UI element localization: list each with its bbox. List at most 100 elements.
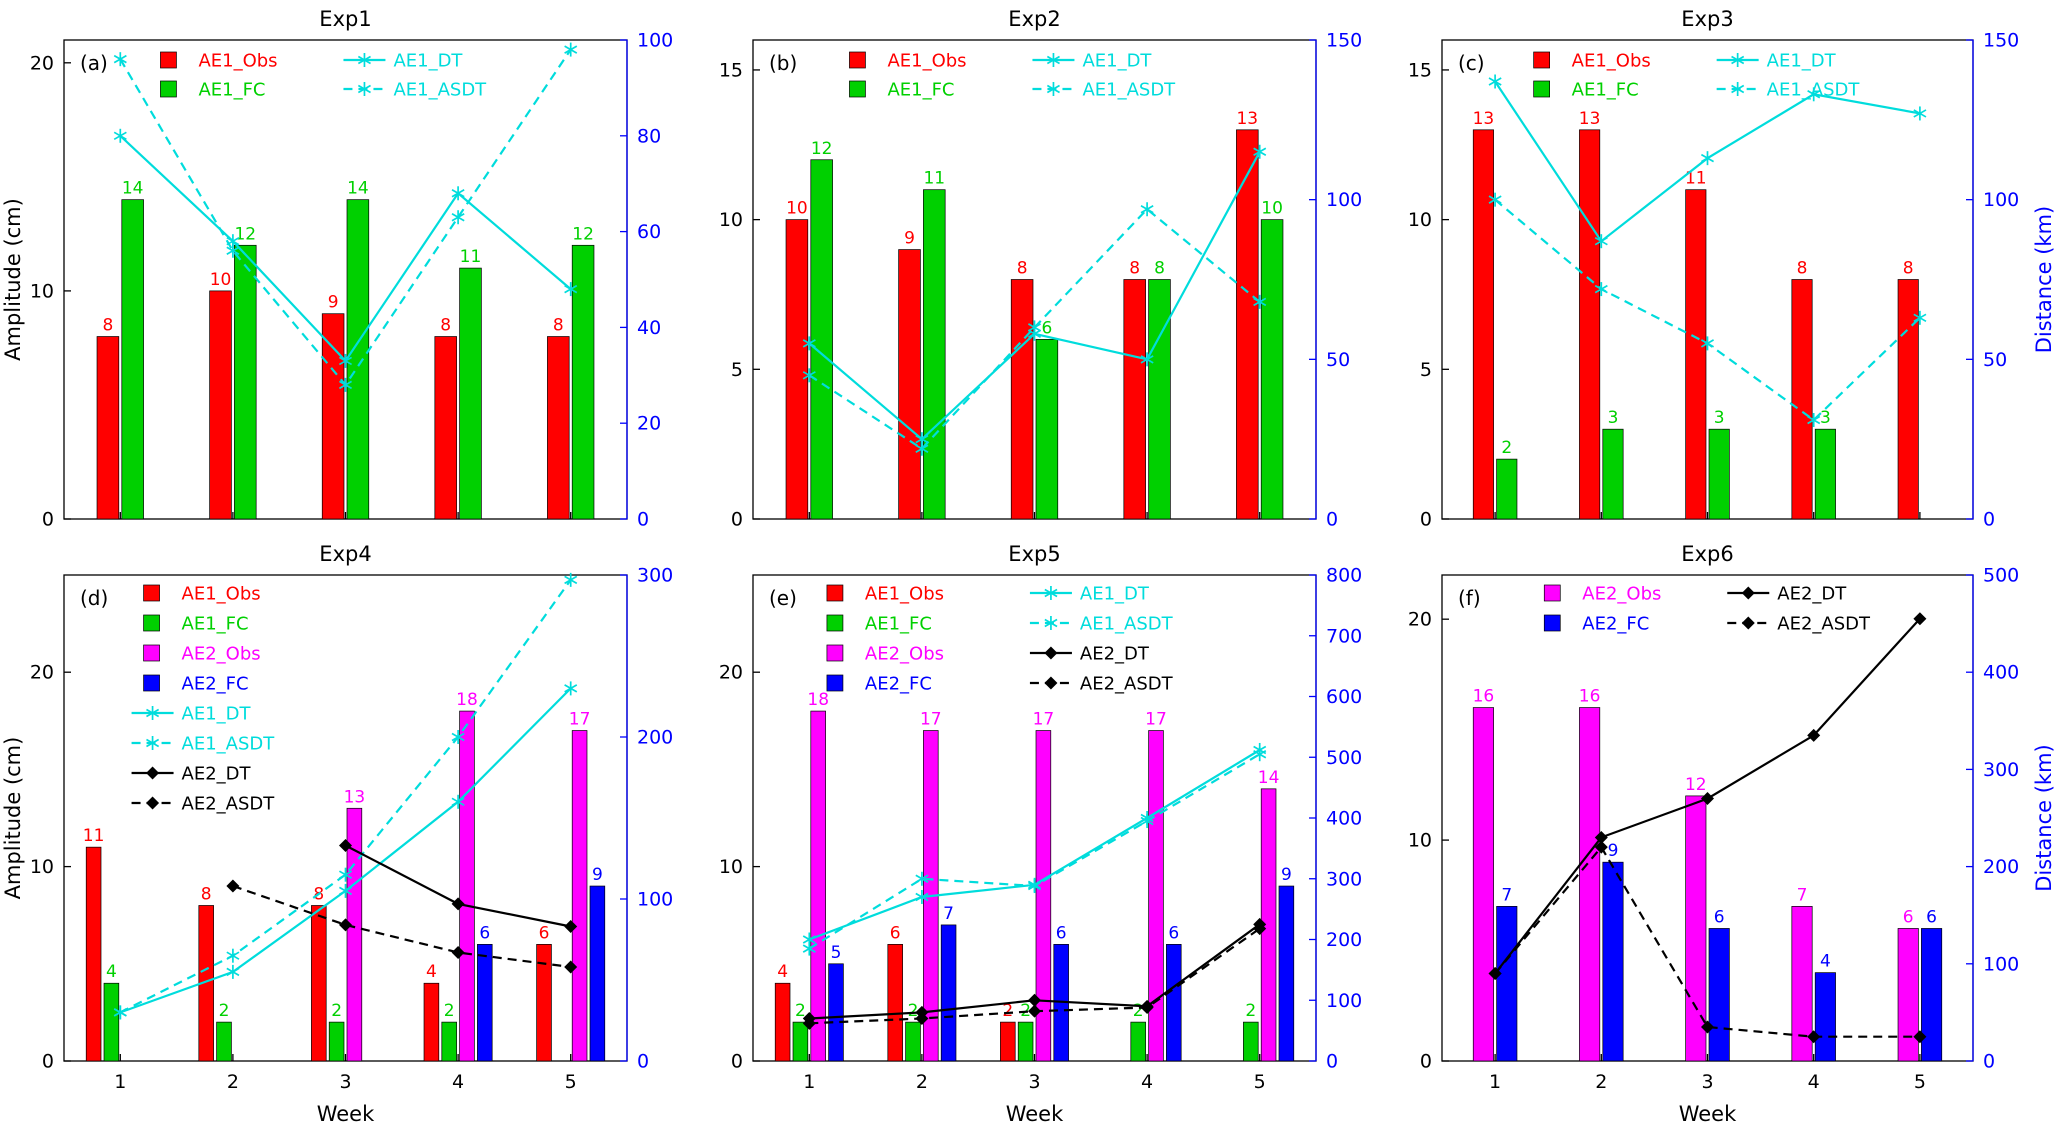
- panel-letter: (d): [80, 586, 108, 610]
- asterisk-marker: [226, 948, 240, 963]
- panel-title: Exp2: [1008, 7, 1060, 31]
- right-axis: 0 100 200 300: [620, 565, 673, 1073]
- asterisk-marker: [338, 377, 353, 392]
- asterisk-marker: [564, 42, 578, 57]
- legend-square-swatch: [826, 614, 844, 632]
- bars-layer: 16 16 12 7 6 7 9 6 4 6: [1473, 687, 1943, 1062]
- bar-value-label: 10: [210, 270, 232, 290]
- bar-value-label: 8: [553, 316, 564, 336]
- bar-AE1_Obs-week1: [1472, 129, 1494, 520]
- bar-value-label: 3: [1608, 408, 1619, 428]
- diamond-marker: [1807, 1030, 1821, 1044]
- legend-square-swatch: [160, 51, 177, 69]
- legend-label: AE2_FC: [182, 674, 249, 695]
- bar-value-label: 16: [1579, 687, 1601, 707]
- legend-square-swatch: [143, 584, 160, 602]
- line-AE2_ASDT: [1488, 840, 1927, 1044]
- right-tick-label: 0: [1326, 509, 1338, 531]
- right-tick-label: 0: [1983, 1051, 1995, 1073]
- left-tick-label: 10: [30, 280, 54, 302]
- diamond-marker: [1913, 612, 1927, 626]
- left-tick-label: 20: [1408, 609, 1432, 631]
- left-tick-label: 0: [731, 509, 743, 531]
- bar-value-label: 4: [1820, 952, 1831, 972]
- bar-AE2_FC-week1: [828, 963, 844, 1062]
- diamond-marker: [1028, 993, 1041, 1007]
- bar-value-label: 11: [83, 826, 105, 846]
- asterisk-marker: [1700, 336, 1715, 351]
- legend-label: AE1_ASDT: [393, 80, 487, 101]
- bar-value-label: 9: [904, 229, 915, 249]
- asterisk-marker: [1807, 413, 1821, 428]
- bar-AE1_FC-week5: [1260, 219, 1284, 520]
- right-tick-label: 0: [1326, 1051, 1338, 1073]
- panel-exp5: Exp5 0 10 20 0 100 200 300 400 500 600 700 800 1 2 3 4 5 W…: [689, 535, 1378, 1135]
- bar-value-label: 11: [923, 169, 945, 189]
- right-axis: 0 50 100 150: [1309, 30, 1362, 531]
- bar-value-label: 2: [908, 1001, 919, 1021]
- bar-value-label: 9: [592, 865, 603, 885]
- left-axis-label: Amplitude (cm): [1, 198, 25, 361]
- bar-value-label: 6: [479, 923, 490, 943]
- right-axis: 0 100 200 300 400 500 600 700 800: [1309, 565, 1362, 1073]
- line-AE2_ASDT: [802, 922, 1267, 1030]
- bar-value-label: 8: [440, 316, 451, 336]
- right-tick-label: 100: [637, 30, 673, 52]
- legend: AE1_Obs AE1_FC AE1_DT AE1_ASDT: [160, 51, 487, 101]
- legend-label: AE2_FC: [1582, 614, 1649, 635]
- right-axis: 0 20 40 60 80 100: [620, 30, 673, 531]
- bar-AE1_FC-week2: [905, 1021, 921, 1062]
- left-tick-label: 15: [719, 59, 743, 81]
- bar-value-label: 9: [1608, 841, 1619, 861]
- left-tick-label: 0: [1420, 1051, 1432, 1073]
- bar-AE1_Obs-week1: [774, 982, 791, 1062]
- bar-AE2_FC-week5: [589, 885, 606, 1062]
- bar-AE1_Obs-week3: [1010, 279, 1034, 520]
- legend-entry-AE2_FC: AE2_FC: [826, 674, 932, 695]
- x-tick-label: 5: [1254, 1071, 1266, 1093]
- right-tick-label: 150: [1326, 30, 1362, 52]
- line-AE1_ASDT: [802, 202, 1267, 456]
- asterisk-marker: [1731, 53, 1745, 67]
- legend-entry-AE2_ASDT: AE2_ASDT: [131, 794, 275, 815]
- legend-entry-AE2_Obs: AE2_Obs: [143, 644, 261, 665]
- asterisk-marker: [1046, 53, 1060, 67]
- left-axis: 0 5 10 15: [1408, 59, 1449, 531]
- legend-label: AE1_FC: [182, 614, 249, 635]
- bar-value-label: 7: [943, 904, 954, 924]
- right-tick-label: 0: [1983, 509, 1995, 531]
- legend-label: AE2_Obs: [182, 644, 261, 665]
- asterisk-marker: [357, 53, 371, 67]
- right-tick-label: 500: [1326, 747, 1362, 769]
- legend-square-swatch: [1543, 584, 1561, 602]
- x-tick-label: 3: [1028, 1071, 1040, 1093]
- bar-AE1_FC-week2: [923, 189, 946, 520]
- bar-AE1_Obs-week5: [547, 336, 570, 520]
- legend-entry-AE2_FC: AE2_FC: [143, 674, 249, 695]
- diamond-marker: [564, 960, 578, 974]
- bar-value-label: 6: [890, 923, 901, 943]
- line-AE1_DT: [113, 128, 578, 368]
- panel-title: Exp3: [1681, 7, 1733, 31]
- line-AE1_DT: [802, 742, 1267, 947]
- left-tick-label: 10: [719, 856, 743, 878]
- x-tick-label: 5: [565, 1071, 577, 1093]
- right-tick-label: 100: [1326, 990, 1362, 1012]
- diamond-marker: [1701, 792, 1714, 806]
- line-AE1_ASDT: [113, 42, 578, 392]
- bar-value-label: 18: [807, 690, 829, 710]
- diamond-marker: [146, 766, 160, 780]
- left-tick-label: 10: [30, 856, 54, 878]
- bar-value-label: 2: [795, 1001, 806, 1021]
- legend-entry-AE1_FC: AE1_FC: [160, 80, 266, 101]
- diamond-marker: [1044, 676, 1058, 690]
- legend-label: AE2_FC: [865, 674, 932, 695]
- diamond-marker: [1253, 922, 1267, 936]
- legend-label: AE1_Obs: [1572, 51, 1651, 72]
- right-tick-label: 60: [637, 221, 661, 243]
- right-tick-label: 800: [1326, 565, 1362, 587]
